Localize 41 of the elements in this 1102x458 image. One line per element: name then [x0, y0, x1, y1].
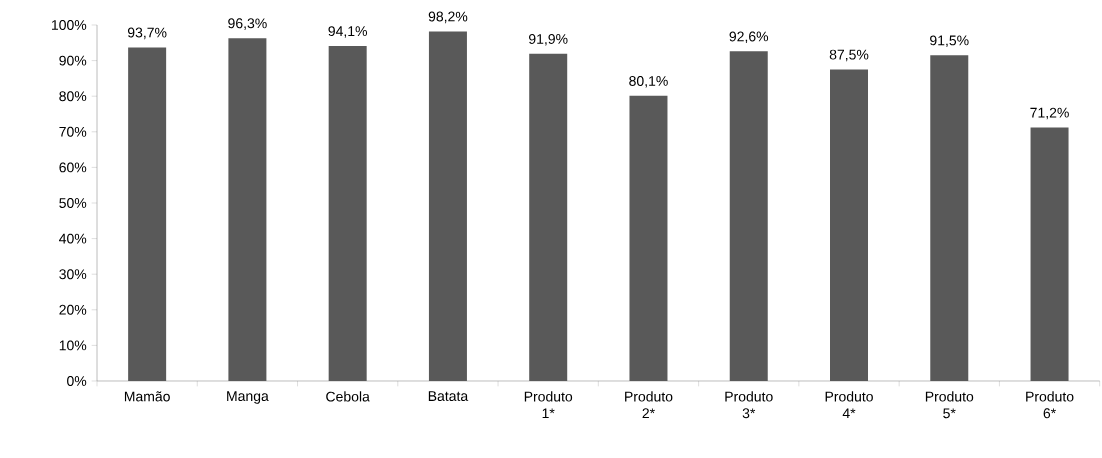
- y-tick-label: 20%: [59, 304, 87, 315]
- y-tick-label: 0%: [67, 376, 87, 386]
- y-tick-label: 30%: [59, 269, 87, 280]
- bar: [328, 46, 367, 381]
- bar: [128, 47, 167, 381]
- data-label: 96,3%: [228, 18, 267, 30]
- x-tick-label: Produto 1*: [524, 391, 573, 419]
- y-tick-label: 10%: [59, 340, 87, 351]
- x-tick-label: Produto 6*: [1026, 391, 1074, 419]
- x-tick-label: Manga: [227, 391, 269, 404]
- data-label: 93,7%: [127, 27, 167, 40]
- data-label: 92,6%: [729, 31, 769, 44]
- y-tick-label: 50%: [59, 198, 87, 208]
- y-tick-label: 70%: [59, 126, 87, 137]
- bar: [629, 95, 668, 381]
- bar: [729, 51, 768, 381]
- x-tick-label: Produto 2*: [625, 391, 673, 419]
- data-label: 98,2%: [428, 11, 468, 24]
- bar: [228, 38, 267, 381]
- bar: [1030, 127, 1069, 381]
- y-tick-label: 100%: [52, 20, 87, 30]
- bar: [830, 69, 869, 381]
- data-label: 87,5%: [829, 49, 869, 62]
- data-label: 80,1%: [629, 76, 668, 88]
- data-label: 91,5%: [930, 35, 969, 47]
- y-tick-label: 80%: [59, 91, 87, 102]
- bar: [428, 31, 467, 381]
- data-label: 71,2%: [1030, 107, 1069, 120]
- x-tick-label: Mamão: [124, 391, 170, 402]
- bar: [529, 53, 568, 381]
- bar: [930, 55, 969, 381]
- data-label: 91,9%: [529, 34, 568, 46]
- x-tick-label: Cebola: [326, 391, 370, 402]
- data-label: 94,1%: [328, 26, 368, 38]
- y-tick-label: 60%: [59, 162, 87, 173]
- x-tick-label: Produto 5*: [925, 391, 974, 419]
- y-tick-label: 90%: [59, 55, 87, 66]
- x-tick-label: Batata: [428, 391, 469, 402]
- x-tick-label: Produto 3*: [725, 391, 773, 419]
- x-tick-label: Produto 4*: [825, 391, 873, 419]
- y-tick-label: 40%: [59, 233, 87, 244]
